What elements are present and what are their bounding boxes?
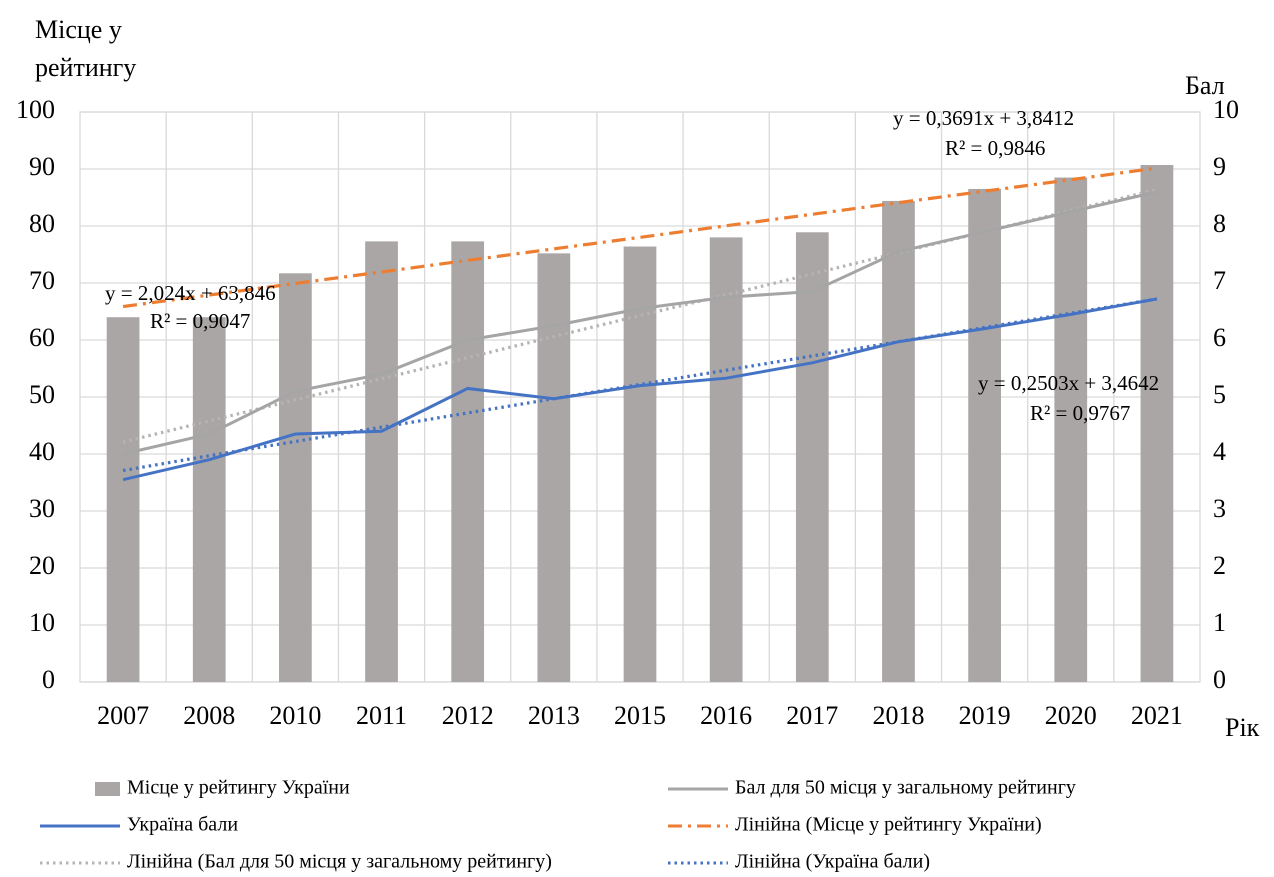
y2-tick-label: 0 [1213,665,1226,694]
y2-tick-label: 10 [1213,95,1239,124]
line [122,190,1158,456]
bar [451,241,485,682]
y2-tick-label: 9 [1213,152,1226,181]
legend-label: Лінійна (Бал для 50 місця у загальному р… [127,851,552,872]
bar [882,200,915,683]
x-tick-label: 2021 [1131,701,1183,730]
y-tick-label: 90 [29,152,55,181]
x-tick-label: 2017 [786,701,838,730]
y-tick-label: 30 [29,494,55,523]
y2-tick-label: 7 [1213,266,1226,295]
line [122,297,1158,482]
x-tick-label: 2013 [528,701,580,730]
x-tick-label: 2015 [614,701,666,730]
trend-equation: y = 0,2503x + 3,4642 [978,371,1159,395]
y2-axis-title: Бал [1185,71,1225,100]
legend-label: Бал для 50 місця у загальному рейтингу [735,777,1076,799]
y-axis-title: рейтингу [35,53,136,82]
trend-r2: R² = 0,9846 [945,136,1045,160]
bar [106,317,140,682]
y2-tick-label: 5 [1213,380,1226,409]
x-tick-label: 2019 [959,701,1011,730]
y-tick-label: 20 [29,551,55,580]
y2-tick-label: 2 [1213,551,1226,580]
bar [365,241,398,682]
x-tick-label: 2008 [183,701,235,730]
legend-label: Україна бали [127,814,238,836]
y-tick-label: 60 [29,323,55,352]
legend-swatch [95,782,120,796]
trend-equation: y = 0,3691x + 3,8412 [893,106,1074,130]
y2-tick-label: 1 [1213,608,1226,637]
bar [709,237,743,682]
legend-label: Лінійна (Україна бали) [735,851,930,872]
trend-equation: y = 2,024x + 63,846 [105,281,276,305]
line [122,187,1158,444]
bar [1140,165,1174,682]
y-tick-label: 80 [29,209,55,238]
x-tick-label: 2012 [442,701,494,730]
y-tick-label: 50 [29,380,55,409]
legend-label: Лінійна (Місце у рейтингу України) [735,814,1042,836]
y2-tick-label: 6 [1213,323,1226,352]
x-tick-label: 2020 [1045,701,1097,730]
y-axis-title: Місце у [35,15,122,44]
y-tick-label: 0 [42,665,55,694]
bar [795,232,829,682]
bar [279,273,312,682]
bar [537,253,571,683]
x-tick-label: 2016 [700,701,752,730]
bar [968,188,1001,682]
x-axis-title: Рік [1225,713,1260,742]
bar [192,317,226,682]
trend-r2: R² = 0,9767 [1030,401,1130,425]
trend-r2: R² = 0,9047 [150,309,250,333]
x-tick-label: 2011 [356,701,407,730]
x-tick-label: 2018 [872,701,924,730]
y2-tick-label: 8 [1213,209,1226,238]
y-tick-label: 100 [16,95,55,124]
y-tick-label: 10 [29,608,55,637]
y2-tick-label: 4 [1213,437,1226,466]
y2-tick-label: 3 [1213,494,1226,523]
bar [1054,177,1088,683]
legend-label: Місце у рейтингу України [127,777,350,799]
y-tick-label: 70 [29,266,55,295]
y-tick-label: 40 [29,437,55,466]
x-tick-label: 2007 [97,701,149,730]
x-tick-label: 2010 [269,701,321,730]
